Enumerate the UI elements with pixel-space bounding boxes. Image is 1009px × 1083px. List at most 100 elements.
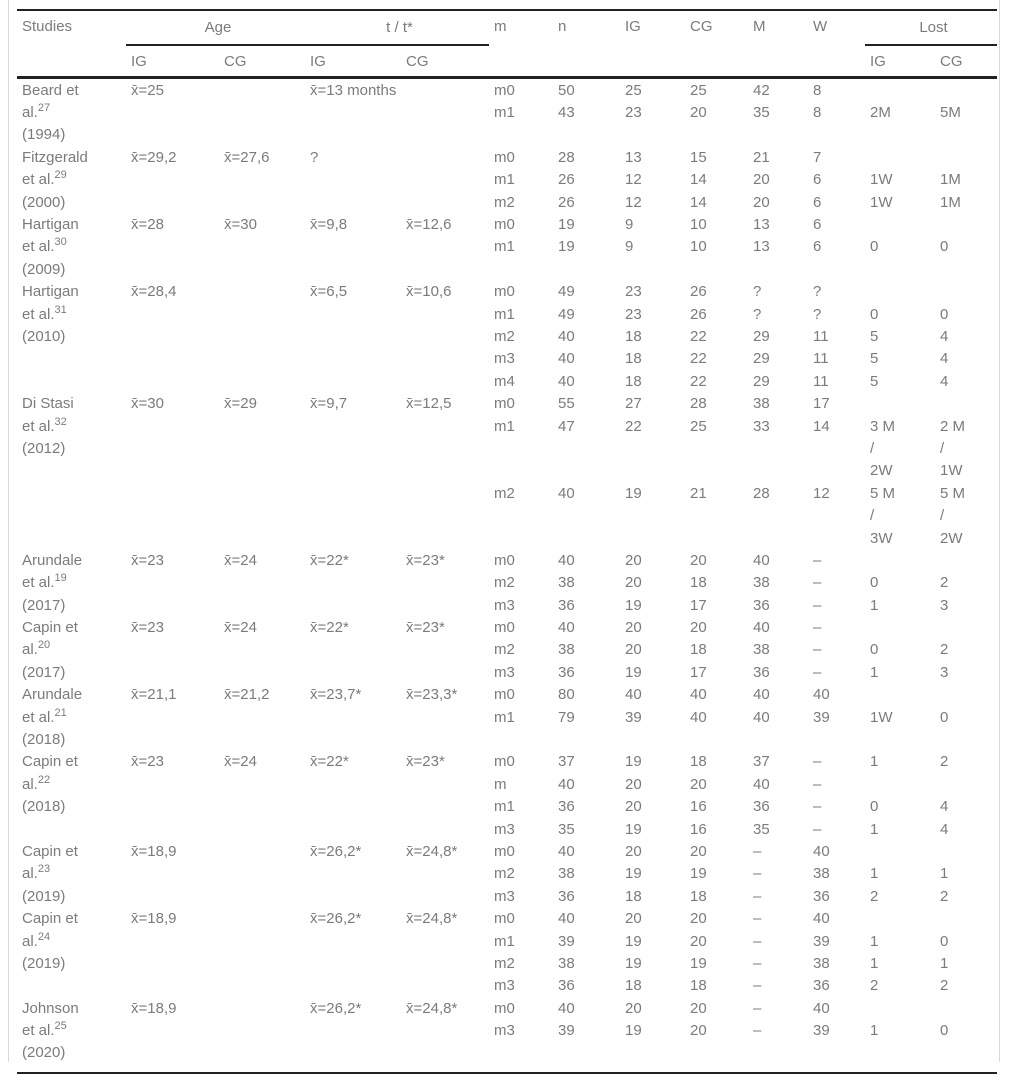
cell-m: m1 — [494, 305, 515, 323]
cell-lost_cg: 4 — [940, 350, 949, 368]
reference-superscript: 30 — [54, 236, 67, 249]
cell-cg: 21 — [690, 484, 707, 502]
cell-lost_cg — [935, 124, 997, 146]
cell-female: 11 — [813, 327, 829, 345]
cell-t_cg — [401, 460, 489, 482]
cell-studies: et al.19 — [22, 572, 67, 592]
cell-age_cg: x̄=21,2 — [224, 686, 270, 704]
cell-female: – — [813, 641, 822, 659]
cell-m: m1 — [494, 171, 515, 189]
cell-age_cg — [219, 415, 305, 437]
cell-ig: 19 — [625, 753, 642, 771]
cell-m: m2 — [494, 193, 515, 211]
cell-studies: (2017) — [22, 663, 66, 681]
cell-cg: 17 — [690, 663, 707, 681]
cell-studies — [17, 370, 126, 392]
cell-age_cg — [219, 78, 305, 102]
cell-cg: 22 — [690, 372, 707, 390]
spacer-row — [17, 1064, 997, 1073]
cell-lost_cg: 3 — [940, 663, 949, 681]
cell-male — [748, 460, 808, 482]
cell-n: 36 — [558, 977, 575, 995]
cell-age_cg — [219, 907, 305, 929]
cell-t_ig: x̄=22* — [310, 619, 349, 637]
table-row: Capin et x̄=23 x̄=24 x̄=22* x̄=23* m0 37 19 18 37… — [17, 751, 997, 773]
cell-lost_cg — [935, 840, 997, 862]
table-row: m3 36 18 18 – 36 2 2 — [17, 975, 997, 997]
cell-age_ig — [126, 258, 219, 280]
col-header-ig: IG — [625, 18, 641, 35]
reference-superscript: 20 — [37, 639, 51, 652]
cell-age_ig — [126, 124, 219, 146]
cell-n: 43 — [558, 104, 575, 122]
cell-lost_ig: 1 — [870, 596, 879, 614]
cell-ig: 23 — [625, 104, 642, 122]
cell-t_ig — [305, 415, 401, 437]
cell-cg: 40 — [690, 686, 707, 704]
cell-lost_ig: 3W — [870, 529, 893, 547]
cell-n: 37 — [558, 753, 575, 771]
cell-t_ig — [305, 169, 401, 191]
cell-lost_ig: 2 — [870, 977, 879, 995]
cell-ig: 23 — [625, 283, 642, 301]
cell-lost_ig — [865, 213, 935, 235]
cell-n: 40 — [558, 484, 575, 502]
cell-age_cg: x̄=24 — [224, 753, 257, 771]
cell-t_ig — [305, 930, 401, 952]
cell-m: m3 — [494, 663, 515, 681]
table-row: (2017) m3 36 19 17 36 – 1 3 — [17, 661, 997, 683]
cell-male: – — [753, 977, 762, 995]
cell-t_cg — [401, 773, 489, 795]
cell-age_ig: x̄=29,2 — [131, 148, 177, 166]
cell-age_ig — [126, 348, 219, 370]
cell-ig: 18 — [625, 372, 642, 390]
cell-cg: 26 — [690, 305, 707, 323]
col-header-n: n — [558, 18, 567, 35]
cell-ig: 40 — [625, 686, 642, 704]
cell-t_ig — [305, 863, 401, 885]
cell-n: 19 — [558, 238, 575, 256]
cell-t_ig — [305, 370, 401, 392]
cell-lost_ig: 1 — [870, 663, 879, 681]
cell-male: 29 — [753, 372, 770, 390]
cell-female: ? — [813, 305, 822, 323]
cell-n: 49 — [558, 305, 575, 323]
cell-ig: 20 — [625, 619, 642, 637]
cell-cg: 22 — [690, 350, 707, 368]
cell-ig: 18 — [625, 887, 642, 905]
cell-lost_ig: 0 — [870, 798, 879, 816]
cell-studies: (2019) — [22, 887, 66, 905]
cell-age_ig — [126, 773, 219, 795]
cell-age_cg — [219, 975, 305, 997]
cell-lost_ig: 0 — [870, 305, 879, 323]
cell-lost_cg: 1W — [940, 462, 963, 480]
cell-age_ig — [126, 504, 219, 526]
cell-age_ig: x̄=18,9 — [131, 999, 177, 1017]
cell-t_ig — [305, 437, 401, 459]
cell-m: m0 — [494, 283, 515, 301]
table-row: (1994) — [17, 124, 997, 146]
cell-age_ig — [126, 975, 219, 997]
cell-n — [553, 460, 620, 482]
cell-m: m0 — [494, 842, 515, 860]
cell-studies: Hartigan — [22, 283, 79, 301]
cell-studies — [17, 348, 126, 370]
cell-age_ig — [126, 885, 219, 907]
cell-age_cg — [219, 930, 305, 952]
cell-n — [553, 527, 620, 549]
cell-age_ig — [126, 863, 219, 885]
cell-t_ig — [305, 975, 401, 997]
cell-n — [553, 437, 620, 459]
cell-t_cg — [401, 930, 489, 952]
cell-age_cg — [219, 169, 305, 191]
cell-male: 38 — [753, 395, 770, 413]
cell-male: – — [753, 954, 762, 972]
cell-lost_cg — [935, 684, 997, 706]
cell-age_ig — [126, 930, 219, 952]
cell-ig — [620, 124, 685, 146]
cell-female: 6 — [813, 171, 822, 189]
cell-m — [489, 124, 553, 146]
cell-female: 6 — [813, 216, 822, 234]
table-row: Hartigan x̄=28 x̄=30 x̄=9,8 x̄=12,6 m0 19 9 10 13… — [17, 213, 997, 235]
cell-female: 6 — [813, 193, 822, 211]
